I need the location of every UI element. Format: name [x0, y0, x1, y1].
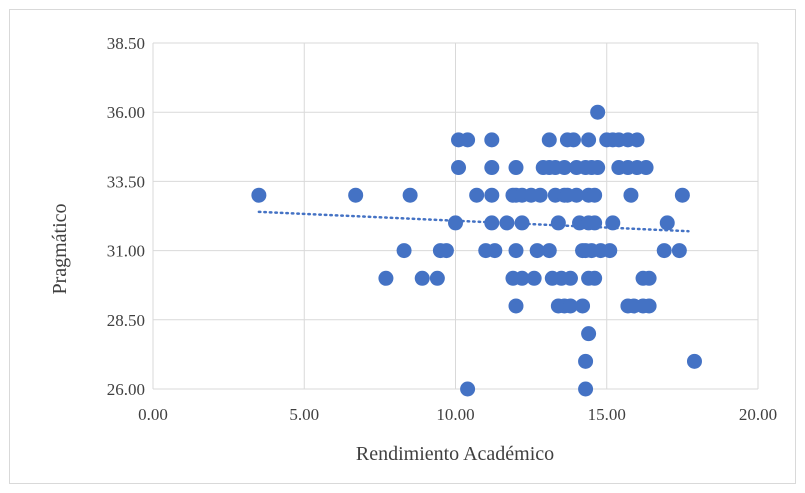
data-point [514, 215, 530, 231]
x-tick-label: 20.00 [739, 405, 777, 424]
data-point [629, 132, 645, 148]
data-point [562, 298, 578, 314]
data-point [581, 326, 597, 342]
data-point [460, 132, 476, 148]
data-points [251, 104, 702, 397]
gridlines [152, 42, 759, 390]
data-point [686, 353, 702, 369]
data-point [508, 243, 524, 259]
x-tick-label: 5.00 [289, 405, 319, 424]
data-point [396, 243, 412, 259]
data-point [638, 160, 654, 176]
data-point [532, 187, 548, 203]
data-point [451, 160, 467, 176]
y-tick-label: 36.00 [107, 103, 145, 122]
data-point [659, 215, 675, 231]
data-point [484, 132, 500, 148]
data-point [251, 187, 267, 203]
data-point [565, 132, 581, 148]
y-tick-label: 31.00 [107, 242, 145, 261]
data-point [541, 132, 557, 148]
data-point [623, 187, 639, 203]
data-point [508, 298, 524, 314]
data-point [674, 187, 690, 203]
y-tick-label: 28.50 [107, 311, 145, 330]
data-point [529, 243, 545, 259]
x-tick-label: 0.00 [138, 405, 168, 424]
y-tick-label: 38.50 [107, 34, 145, 53]
data-point [590, 160, 606, 176]
data-point [671, 243, 687, 259]
x-tick-label: 15.00 [588, 405, 626, 424]
data-point [484, 160, 500, 176]
data-point [556, 160, 572, 176]
y-tick-labels: 26.00 28.50 31.00 33.50 36.00 38.50 [107, 34, 145, 399]
data-point [378, 270, 394, 286]
data-point [484, 187, 500, 203]
data-point [641, 270, 657, 286]
y-tick-label: 33.50 [107, 172, 145, 191]
data-point [550, 215, 566, 231]
x-axis-title: Rendimiento Académico [356, 443, 554, 465]
x-tick-labels: 0.00 5.00 10.00 15.00 20.00 [138, 405, 777, 424]
data-point [526, 270, 542, 286]
data-point [514, 270, 530, 286]
data-point [590, 104, 606, 120]
data-point [587, 270, 603, 286]
data-point [562, 270, 578, 286]
data-point [484, 215, 500, 231]
data-point [469, 187, 485, 203]
data-point [414, 270, 430, 286]
data-point [587, 187, 603, 203]
data-point [578, 381, 594, 397]
data-point [569, 187, 584, 203]
data-point [578, 353, 594, 369]
data-point [587, 215, 603, 231]
data-point [605, 215, 621, 231]
data-point [402, 187, 418, 203]
data-point [460, 381, 476, 397]
data-point [429, 270, 445, 286]
data-point [487, 243, 503, 259]
y-axis-title: Pragmático [49, 203, 71, 294]
x-tick-label: 10.00 [436, 405, 474, 424]
data-point [499, 215, 515, 231]
data-point [602, 243, 618, 259]
data-point [448, 215, 463, 231]
data-point [581, 132, 597, 148]
data-point [641, 298, 657, 314]
data-point [438, 243, 454, 259]
data-point [348, 187, 364, 203]
data-point [541, 243, 557, 259]
data-point [575, 298, 591, 314]
data-point [508, 160, 524, 176]
data-point [656, 243, 672, 259]
y-tick-label: 26.00 [107, 380, 145, 399]
